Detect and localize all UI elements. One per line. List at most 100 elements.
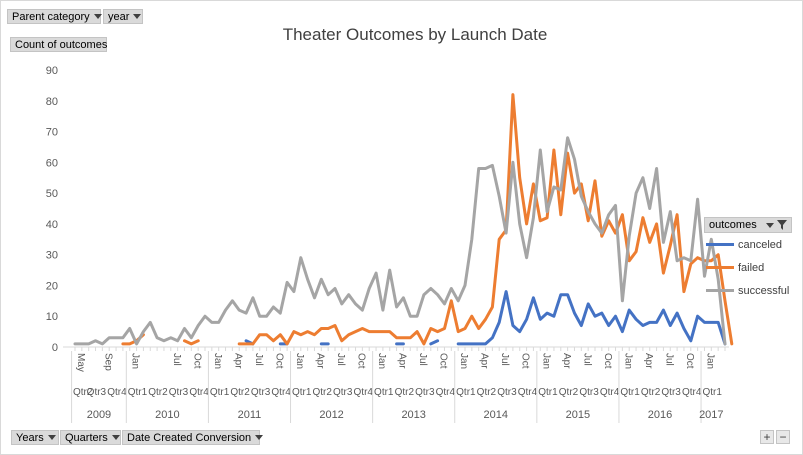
dropdown-arrow-icon xyxy=(47,435,56,440)
year-filter-button[interactable]: year xyxy=(103,9,143,24)
quarter-label: Qtr2 xyxy=(312,387,332,398)
y-tick-label: 60 xyxy=(46,157,58,169)
parent-category-filter-label: Parent category xyxy=(12,10,90,23)
month-label: Apr xyxy=(561,353,572,369)
series-line-canceled xyxy=(244,290,727,346)
quarter-label: Qtr1 xyxy=(374,387,394,398)
dropdown-arrow-icon xyxy=(766,222,774,228)
chart-title: Theater Outcomes by Launch Date xyxy=(283,25,548,44)
legend-item-failed: failed xyxy=(704,256,792,279)
quarter-label: Qtr4 xyxy=(271,387,291,398)
quarters-field-label: Quarters xyxy=(65,431,108,444)
quarter-label: Qtr3 xyxy=(579,387,599,398)
x-axis: May Sep Jan Jul Oct Jan Apr Jul Oct Jan Apr Jul Oct J… xyxy=(63,346,729,423)
quarter-label: Qtr4 xyxy=(107,387,127,398)
quarter-label: Qtr2 xyxy=(230,387,250,398)
legend-swatch xyxy=(706,243,734,246)
legend-label: failed xyxy=(738,261,765,274)
year-filter-label: year xyxy=(108,10,130,23)
y-tick-label: 80 xyxy=(46,96,58,108)
month-label: Oct xyxy=(273,353,284,369)
month-label: Oct xyxy=(684,353,695,369)
quarter-label: Qtr3 xyxy=(661,387,681,398)
dropdown-arrow-icon xyxy=(93,14,102,19)
month-label: Jan xyxy=(458,353,469,369)
month-label: Jan xyxy=(212,353,223,369)
dropdown-arrow-icon xyxy=(133,14,142,19)
legend-label: canceled xyxy=(738,238,783,251)
years-field-label: Years xyxy=(16,431,44,444)
month-label: Oct xyxy=(602,353,613,369)
month-label: Jan xyxy=(622,353,633,369)
month-label: Oct xyxy=(520,353,531,369)
value-field-label: Count of outcomes xyxy=(15,39,108,51)
month-label: Jan xyxy=(540,353,551,369)
month-label: Oct xyxy=(356,353,367,369)
month-label: Oct xyxy=(438,353,449,369)
y-tick-label: 0 xyxy=(52,342,58,354)
year-label: 2010 xyxy=(155,409,179,421)
y-tick-label: 90 xyxy=(46,65,58,77)
quarter-label: Qtr2 xyxy=(395,387,415,398)
legend-label: successful xyxy=(738,284,790,297)
quarter-label: Qtr1 xyxy=(292,387,312,398)
quarter-label: Qtr4 xyxy=(518,387,538,398)
month-label: Oct xyxy=(191,353,202,369)
years-field-button[interactable]: Years xyxy=(11,430,59,445)
y-tick-label: 40 xyxy=(46,219,58,231)
quarter-label: Qtr2 xyxy=(148,387,168,398)
quarter-label: Qtr3 xyxy=(169,387,189,398)
quarter-label: Qtr1 xyxy=(128,387,148,398)
quarter-label: Qtr1 xyxy=(620,387,640,398)
y-axis: 0 10 20 30 40 50 60 70 80 90 xyxy=(46,65,58,354)
collapse-button[interactable]: − xyxy=(776,430,790,444)
legend-swatch xyxy=(706,289,734,292)
month-label: Jan xyxy=(294,353,305,369)
y-tick-label: 50 xyxy=(46,188,58,200)
legend: outcomes canceled failed successful xyxy=(704,217,792,302)
value-field-chip[interactable]: Count of outcomes xyxy=(10,37,107,52)
year-label: 2014 xyxy=(484,409,508,421)
series-line-successful xyxy=(73,136,727,346)
quarter-label: Qtr1 xyxy=(538,387,558,398)
month-label: May xyxy=(75,353,86,372)
month-label: Apr xyxy=(314,353,325,369)
year-label: 2011 xyxy=(238,409,262,421)
month-label: Jan xyxy=(130,353,141,369)
month-label: Jul xyxy=(171,353,182,366)
month-label: Jul xyxy=(253,353,264,366)
quarter-label: Qtr3 xyxy=(251,387,271,398)
legend-title: outcomes xyxy=(709,219,757,231)
month-label: Jul xyxy=(499,353,510,366)
y-tick-label: 30 xyxy=(46,250,58,262)
month-label: Jul xyxy=(663,353,674,366)
quarter-label: Qtr2 xyxy=(73,387,93,398)
quarter-label: Qtr4 xyxy=(600,387,620,398)
year-label: 2016 xyxy=(648,409,672,421)
parent-category-filter-button[interactable]: Parent category xyxy=(7,9,102,24)
month-label: Apr xyxy=(397,353,408,369)
filter-funnel-icon xyxy=(777,220,787,230)
quarter-label: Qtr3 xyxy=(333,387,353,398)
quarter-label: Qtr1 xyxy=(210,387,230,398)
quarter-label: Qtr2 xyxy=(477,387,497,398)
quarters-field-button[interactable]: Quarters xyxy=(60,430,121,445)
month-label: Jan xyxy=(376,353,387,369)
quarter-label: Qtr1 xyxy=(702,387,722,398)
legend-filter-button[interactable]: outcomes xyxy=(704,217,792,233)
expand-button[interactable]: + xyxy=(760,430,774,444)
month-label: Jul xyxy=(417,353,428,366)
year-label: 2012 xyxy=(319,409,343,421)
date-created-field-label: Date Created Conversion xyxy=(127,431,252,444)
series-line-failed xyxy=(121,93,734,346)
legend-item-successful: successful xyxy=(704,279,792,302)
month-label: Jul xyxy=(581,353,592,366)
quarter-label: Qtr1 xyxy=(456,387,476,398)
quarter-label: Qtr2 xyxy=(641,387,661,398)
date-created-field-button[interactable]: Date Created Conversion xyxy=(122,430,264,445)
quarter-label: Qtr4 xyxy=(354,387,374,398)
quarter-label: Qtr2 xyxy=(559,387,579,398)
year-label: 2009 xyxy=(87,409,111,421)
quarter-label: Qtr4 xyxy=(682,387,702,398)
quarter-label: Qtr3 xyxy=(87,387,107,398)
